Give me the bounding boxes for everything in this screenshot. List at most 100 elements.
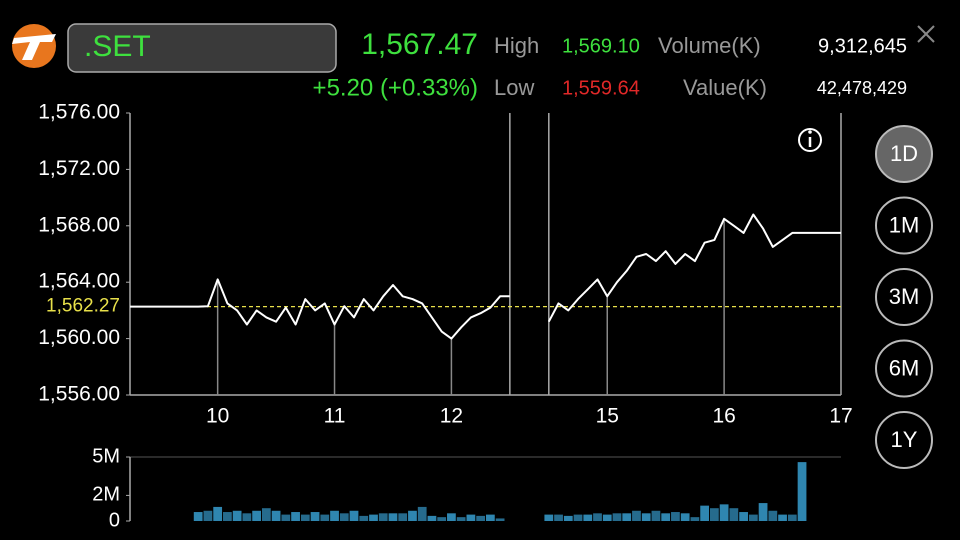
volume-bar [602,514,612,521]
volume-bar [261,508,271,521]
y-tick-label: 1,576.00 [38,101,120,124]
volume-tick-label: 0 [109,509,120,531]
volume-bar [583,514,593,521]
volume-bar [349,510,359,521]
low-label: Low [494,75,534,100]
y-tick-label: 1,572.00 [38,157,120,180]
volume-bar [495,518,505,521]
info-button[interactable] [798,128,822,152]
volume-bar [544,514,554,521]
x-tick-label: 17 [829,405,852,428]
volume-bar [427,515,437,521]
volume-bar [203,510,213,521]
volume-bar [408,510,417,521]
volume-bar [398,513,408,521]
logo [12,24,56,68]
volume-bar [563,515,573,521]
volume-bar [281,514,291,521]
low-value: 1,559.64 [562,77,640,99]
x-tick-label: 15 [596,405,619,428]
volume-bar [748,514,758,521]
volume-value: 9,312,645 [818,35,907,57]
last-price: 1,567.47 [361,28,478,61]
volume-bar [612,513,622,521]
x-tick-label: 16 [712,405,735,428]
volume-bar [466,514,476,521]
volume-bar [622,513,632,521]
volume-bar [291,512,300,521]
symbol: .SET [84,30,151,63]
volume-bar [213,506,223,521]
volume-tick-label: 5M [92,445,120,467]
range-button[interactable] [875,125,933,183]
volume-bar [223,512,232,521]
volume-bar [641,513,651,521]
volume-bar [719,504,729,521]
volume-bar [573,514,583,521]
volume-bar [651,510,661,521]
volume-bar [456,517,466,521]
high-value: 1,569.10 [562,35,640,57]
range-button[interactable] [875,268,933,326]
volume-bar [768,510,778,521]
range-button[interactable] [875,339,933,398]
volume-bar [680,513,690,521]
volume-bar [417,506,427,521]
x-tick-label: 10 [206,405,229,428]
volume-bar [739,512,748,521]
volume-bar [193,512,203,521]
volume-bar [593,513,602,521]
volume-bar [232,510,242,521]
volume-bar [632,510,641,521]
y-tick-label: 1,556.00 [38,383,120,406]
x-tick-label: 11 [324,405,346,428]
y-tick-label: 1,564.00 [38,270,120,293]
range-button[interactable] [875,411,933,469]
range-button-label: 1Y [891,427,918,452]
value-label: Value(K) [683,75,767,100]
volume-bar [778,514,787,521]
volume-bar [661,513,671,521]
volume-bar [485,514,495,521]
range-button-label: 6M [889,355,920,380]
reference-label: 1,562.27 [46,296,120,317]
value-value: 42,478,429 [817,78,907,98]
range-button[interactable] [875,196,933,255]
x-tick-label: 12 [440,405,463,428]
volume-bar [690,517,700,521]
volume-bar [476,515,486,521]
volume-bar [729,508,739,521]
price-line [130,213,841,340]
volume-bar [252,510,261,521]
volume-bar [359,515,369,521]
volume-bar [758,503,768,521]
volume-bar [388,513,398,521]
range-button-label: 1M [889,212,920,237]
volume-bar [310,512,320,521]
y-tick-label: 1,568.00 [38,213,120,236]
volume-bar [378,513,388,521]
volume-bar [710,508,719,521]
volume-bar [320,514,330,521]
range-button-label: 3M [889,284,920,309]
high-label: High [494,33,539,58]
volume-bar [671,512,680,521]
volume-bar [300,514,310,521]
volume-bar [339,513,349,521]
volume-label: Volume(K) [658,33,761,58]
close-button[interactable] [917,25,935,43]
volume-bar [700,505,710,521]
volume-bar [787,514,797,521]
volume-bar [447,513,456,521]
volume-bar [330,510,339,521]
volume-tick-label: 2M [92,484,120,506]
volume-bar [369,514,378,521]
volume-bar [271,510,281,521]
y-tick-label: 1,560.00 [38,326,120,349]
range-button-label: 1D [890,141,918,166]
symbol-box[interactable] [67,23,337,73]
volume-bar [437,517,447,521]
volume-bar [554,514,563,521]
change: +5.20 (+0.33%) [313,74,478,101]
